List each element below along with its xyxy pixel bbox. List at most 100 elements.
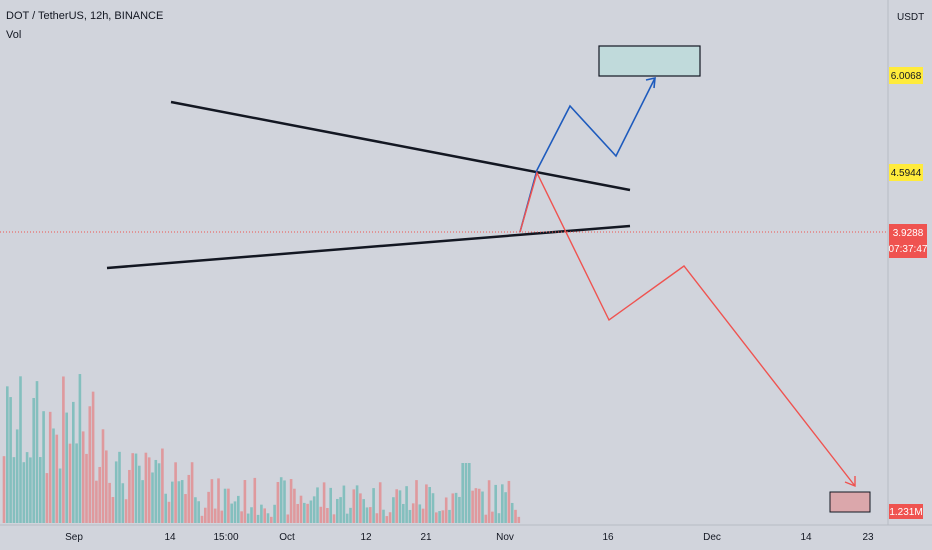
volume-bar xyxy=(81,431,85,523)
current-price-badge: 3.9288 07:37:47 xyxy=(889,224,928,258)
time-tick-label: 21 xyxy=(420,532,432,543)
volume-bar xyxy=(461,463,464,523)
volume-bar xyxy=(405,486,408,523)
volume-bar xyxy=(316,487,319,523)
current-price-text: 3.9288 xyxy=(893,228,924,239)
badge-text: 6.0068 xyxy=(891,71,922,82)
volume-bar xyxy=(339,497,342,523)
volume-bar xyxy=(45,473,49,523)
volume-bar xyxy=(319,506,323,523)
volume-bar xyxy=(365,507,369,523)
volume-legend[interactable]: Vol xyxy=(6,29,22,41)
volume-bar xyxy=(9,397,12,523)
volume-bar xyxy=(204,507,207,523)
volume-bar xyxy=(207,491,210,523)
volume-bar xyxy=(425,484,428,523)
volume-bar xyxy=(309,500,313,523)
volume-bar xyxy=(164,493,167,523)
volume-bar xyxy=(213,508,217,523)
volume-bar xyxy=(435,512,438,523)
volume-bar xyxy=(151,472,154,523)
volume-bar xyxy=(286,514,290,523)
volume-bar xyxy=(230,503,233,523)
volume-bar xyxy=(481,491,484,523)
volume-bar xyxy=(131,453,134,523)
time-tick-label: Sep xyxy=(65,532,83,543)
volume-bar xyxy=(299,495,303,523)
volume-bar xyxy=(402,503,405,523)
volume-bar xyxy=(114,461,118,523)
volume-bar xyxy=(194,497,197,523)
volume-bar xyxy=(372,488,375,523)
countdown-text: 07:37:47 xyxy=(889,244,928,255)
volume-bar xyxy=(303,502,306,523)
time-tick-label: Oct xyxy=(279,532,295,543)
time-tick-label: Dec xyxy=(703,532,721,543)
volume-bar xyxy=(451,493,455,523)
volume-bar xyxy=(256,514,260,523)
volume-bar xyxy=(15,429,19,523)
volume-bar xyxy=(105,450,108,523)
volume-bar xyxy=(91,391,95,523)
volume-bar xyxy=(507,480,511,523)
triangle-lower-trendline[interactable] xyxy=(106,224,631,270)
volume-value-text: 1.231M xyxy=(889,507,922,518)
volume-bar xyxy=(293,488,296,523)
time-tick-label: Nov xyxy=(496,532,514,543)
volume-bar xyxy=(487,480,491,523)
volume-bar xyxy=(62,376,65,523)
volume-bar xyxy=(345,513,349,523)
bearish-projection-path[interactable] xyxy=(519,171,856,487)
target-zone-box[interactable] xyxy=(598,45,701,77)
volume-bar xyxy=(329,487,332,523)
volume-bar xyxy=(296,503,299,523)
price-badge-4-5944: 4.5944 xyxy=(889,164,923,181)
volume-bar xyxy=(246,513,250,523)
volume-bar xyxy=(22,462,26,523)
volume-bars xyxy=(2,374,521,523)
volume-bar xyxy=(332,514,336,523)
triangle-upper-trendline[interactable] xyxy=(170,100,631,192)
volume-bar xyxy=(342,485,346,523)
volume-bar xyxy=(497,513,501,523)
volume-bar xyxy=(39,457,42,523)
volume-bar xyxy=(177,481,181,523)
volume-bar xyxy=(42,411,45,523)
low-target-box[interactable] xyxy=(829,491,871,513)
volume-bar xyxy=(187,474,191,523)
volume-bar xyxy=(441,510,445,523)
time-tick-label: 12 xyxy=(360,532,372,543)
volume-bar xyxy=(48,411,52,523)
volume-bar xyxy=(2,456,6,523)
volume-bar xyxy=(283,480,286,523)
volume-bar xyxy=(167,501,171,523)
symbol-title[interactable]: DOT / TetherUS, 12h, BINANCE xyxy=(6,10,164,22)
volume-bar xyxy=(279,477,283,523)
volume-bar xyxy=(237,495,240,523)
volume-bar xyxy=(375,513,379,523)
volume-bar xyxy=(223,488,227,523)
volume-bar xyxy=(398,490,402,523)
volume-bar xyxy=(336,498,339,523)
volume-bar xyxy=(471,490,474,523)
price-badge-6-0068: 6.0068 xyxy=(889,67,923,84)
volume-bar xyxy=(276,482,280,523)
volume-bar xyxy=(444,497,448,523)
volume-bar xyxy=(88,406,92,523)
volume-bar xyxy=(421,508,425,523)
volume-bar xyxy=(128,469,131,523)
volume-bar xyxy=(408,509,412,523)
volume-bar xyxy=(138,465,141,523)
volume-bar xyxy=(378,482,382,523)
volume-bar xyxy=(35,381,39,523)
bearish-arrowhead-icon xyxy=(844,476,856,488)
time-tick-label: 14 xyxy=(164,532,176,543)
volume-bar xyxy=(494,484,497,523)
volume-bar xyxy=(514,509,517,523)
volume-bar xyxy=(273,504,276,523)
volume-bar xyxy=(352,489,356,523)
volume-bar xyxy=(118,451,121,523)
volume-bar xyxy=(253,477,257,523)
volume-bar xyxy=(85,453,88,523)
